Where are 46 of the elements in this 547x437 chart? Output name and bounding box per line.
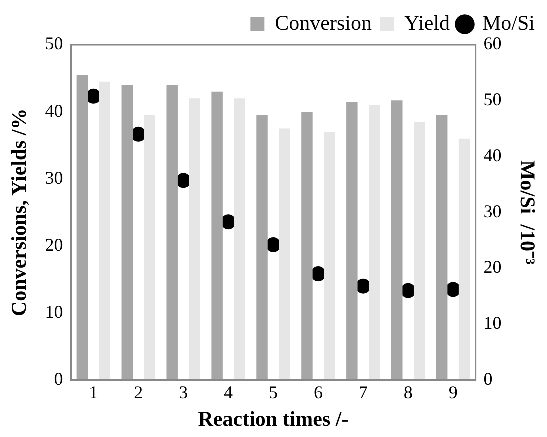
bar [369, 105, 380, 380]
y-tick-label: 20 [45, 234, 64, 255]
bar [76, 75, 88, 380]
x-axis-title: Reaction times /- [198, 406, 349, 431]
bar [414, 122, 426, 380]
bar [99, 82, 111, 380]
bar [458, 138, 470, 380]
y-tick-label: 40 [45, 100, 64, 121]
y2-tick-label: 50 [484, 90, 502, 110]
legend-label: Conversion [275, 11, 372, 36]
bar [346, 102, 358, 380]
x-tick-label: 5 [269, 382, 278, 403]
bar [436, 115, 448, 380]
y-axis-title: Conversions, Yields /% [7, 108, 32, 317]
x-tick-label: 6 [314, 382, 323, 403]
bar [256, 115, 268, 380]
y2-tick-label: 10 [484, 313, 502, 334]
bar [324, 132, 336, 380]
bar [279, 128, 290, 380]
bar [212, 92, 223, 380]
x-tick-label: 4 [224, 382, 234, 403]
x-tick-label: 9 [448, 382, 458, 403]
x-tick-label: 3 [179, 382, 188, 403]
y2-tick-label: 40 [484, 145, 502, 166]
y-tick-label: 0 [54, 368, 64, 389]
y2-tick-label: 60 [484, 34, 502, 54]
bar [166, 85, 178, 380]
legend-label: Yield [404, 11, 450, 36]
x-tick-label: 8 [404, 382, 413, 403]
bar [122, 85, 134, 380]
x-tick-label: 7 [358, 382, 368, 403]
bar [144, 115, 156, 380]
y2-tick-label: 30 [484, 201, 502, 222]
x-tick-label: 1 [89, 382, 98, 403]
bar [302, 112, 313, 380]
y2-tick-label: 0 [484, 368, 493, 389]
y2-tick-label: 20 [484, 257, 502, 278]
y2-axis-title: Mo/Si /10⁻³ [516, 160, 540, 265]
x-tick-label: 2 [134, 382, 144, 403]
bar [392, 100, 403, 380]
y-tick-label: 50 [45, 34, 64, 54]
legend-label: Mo/Si [482, 11, 536, 36]
bar [189, 98, 200, 380]
bar [234, 98, 246, 380]
y-tick-label: 30 [45, 168, 64, 188]
y-tick-label: 10 [45, 302, 64, 322]
